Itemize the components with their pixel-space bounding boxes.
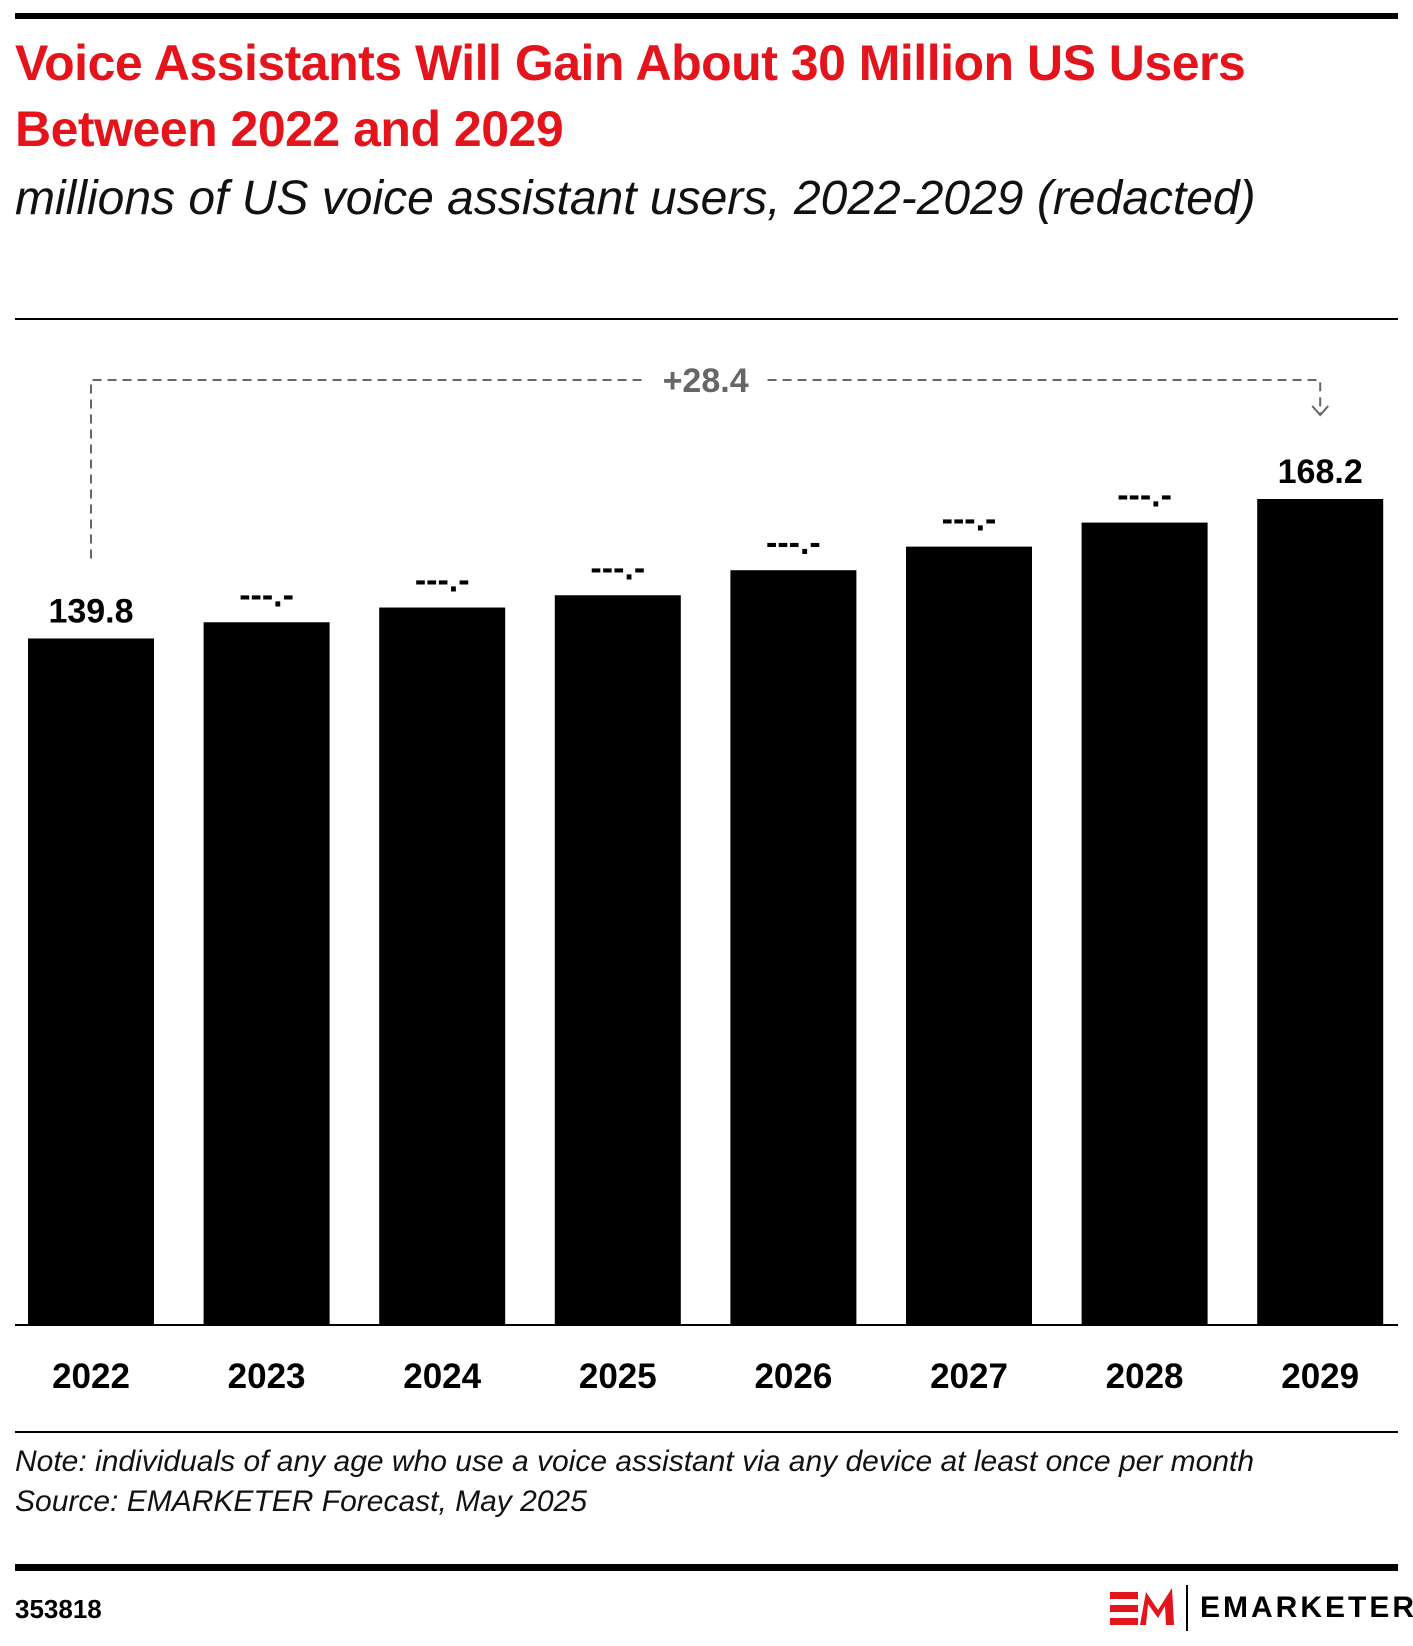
bar-2022	[28, 638, 154, 1325]
footnote: Note: individuals of any age who use a v…	[15, 1442, 1385, 1522]
arrow-down-icon	[1311, 405, 1329, 417]
x-tick-label-2025: 2025	[579, 1357, 657, 1390]
footer-divider	[15, 1431, 1398, 1433]
bar-2023	[203, 622, 330, 1325]
emarketer-logo: EMARKETER	[1110, 1585, 1413, 1631]
bar-2026	[730, 570, 857, 1325]
chart-title: Voice Assistants Will Gain About 30 Mill…	[15, 35, 1246, 157]
x-tick-label-2022: 2022	[52, 1357, 130, 1390]
bar-2027	[906, 546, 1032, 1325]
data-label-2023: ---.-	[239, 576, 294, 614]
data-label-2025: ---.-	[590, 549, 645, 587]
x-tick-label-2026: 2026	[754, 1357, 832, 1390]
logo-divider	[1186, 1585, 1188, 1631]
chart-subtitle: millions of US voice assistant users, 20…	[15, 172, 1256, 225]
x-tick-label-2029: 2029	[1281, 1357, 1359, 1390]
brand-name: EMARKETER	[1200, 1591, 1413, 1624]
x-tick-label-2023: 2023	[228, 1357, 306, 1390]
annotation-bg	[645, 360, 766, 400]
note-text: Note: individuals of any age who use a v…	[15, 1445, 1255, 1478]
bar-chart: 139.8 2022 ---.- 2023 ---.- 2024 ---.- 2025 ---.…	[15, 360, 1398, 1390]
header-divider	[15, 318, 1398, 320]
data-label-2027: ---.-	[942, 501, 997, 539]
data-label-2022: 139.8	[48, 592, 133, 630]
growth-annotation: +28.4	[663, 362, 749, 400]
x-tick-label-2028: 2028	[1106, 1357, 1184, 1390]
chart-id: 353818	[15, 1594, 102, 1624]
bar-2024	[379, 607, 506, 1325]
data-label-2026: ---.-	[766, 524, 821, 562]
source-text: Source: EMARKETER Forecast, May 2025	[15, 1485, 587, 1518]
x-tick-label-2027: 2027	[930, 1357, 1008, 1390]
data-label-2028: ---.-	[1117, 477, 1172, 515]
data-label-2029: 168.2	[1278, 453, 1363, 491]
x-tick-label-2024: 2024	[403, 1357, 481, 1390]
em-logo-icon	[1110, 1588, 1174, 1625]
data-label-2024: ---.-	[415, 562, 470, 600]
top-rule	[15, 13, 1398, 19]
bottom-rule	[15, 1564, 1398, 1571]
bar-2028	[1081, 522, 1208, 1325]
bar-2029	[1257, 499, 1384, 1325]
bar-2025	[554, 595, 681, 1325]
